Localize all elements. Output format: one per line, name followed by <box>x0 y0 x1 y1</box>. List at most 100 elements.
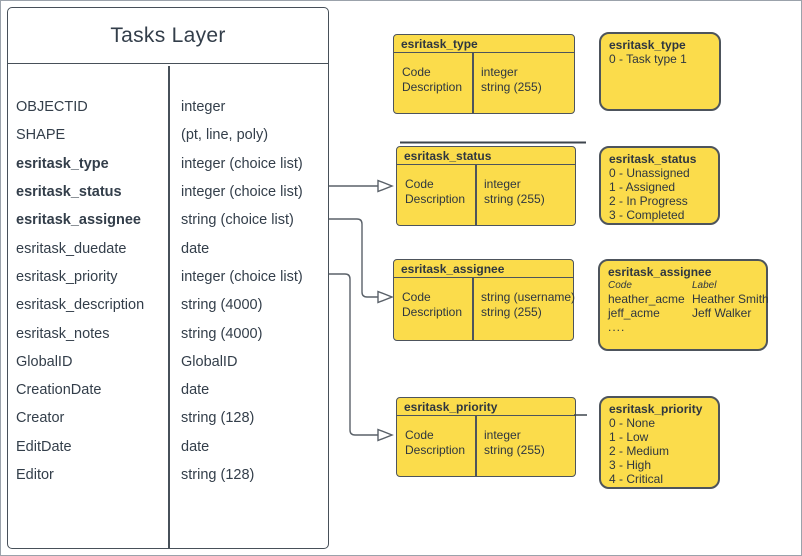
value-line: 1 - Low <box>609 430 649 444</box>
field-name: OBJECTID <box>16 99 88 116</box>
value-line: 0 - Task type 1 <box>609 52 687 66</box>
field-type: integer <box>181 99 226 116</box>
field-type: string (username) <box>481 290 576 304</box>
field-name: Creator <box>16 410 65 427</box>
field-name: EditDate <box>16 438 72 455</box>
value-line: 3 - Completed <box>609 208 685 222</box>
arrowhead-status-icon <box>377 179 394 193</box>
field-type: integer <box>484 177 521 191</box>
field-type: string (255) <box>481 304 542 319</box>
table-row: esritask_description string (4000) <box>8 291 328 319</box>
field-type: string (4000) <box>181 297 263 314</box>
table-row: SHAPE (pt, line, poly) <box>8 121 328 149</box>
field-type: (pt, line, poly) <box>181 127 269 144</box>
tasks-layer-title: Tasks Layer <box>8 8 328 64</box>
column-divider <box>472 53 474 113</box>
assignee-label: Jeff Walker <box>692 306 752 320</box>
value-line: 2 - In Progress <box>609 194 688 208</box>
arrowhead-priority-icon <box>377 428 394 442</box>
table-row: EditDate date <box>8 433 328 461</box>
field-label: Code <box>402 290 431 304</box>
value-list-title: esritask_type <box>609 38 686 52</box>
value-line: 1 - Assigned <box>609 180 676 194</box>
domain-table-esritask-priority: esritask_priority Code Description integ… <box>396 397 576 477</box>
value-line: 0 - Unassigned <box>609 166 690 180</box>
field-label: Code <box>402 65 431 79</box>
field-name: esritask_assignee <box>16 212 141 229</box>
field-name: esritask_duedate <box>16 240 127 257</box>
connector-priority-line <box>329 273 378 436</box>
field-type: string (128) <box>181 467 255 483</box>
field-name: SHAPE <box>16 127 66 144</box>
field-type: integer (choice list) <box>181 155 303 172</box>
domain-table-title: esritask_status <box>397 147 575 165</box>
domain-table-esritask-status: esritask_status Code Description integer… <box>396 146 576 226</box>
field-name: Editor <box>16 467 54 483</box>
table-row: Editor string (128) <box>8 461 328 489</box>
field-name: GlobalID <box>16 353 73 370</box>
table-row: Creator string (128) <box>8 404 328 432</box>
field-type: integer (choice list) <box>181 268 303 285</box>
domain-table-title: esritask_assignee <box>394 260 573 278</box>
field-label: Description <box>405 191 466 206</box>
field-label: Description <box>402 79 463 94</box>
field-type: date <box>181 240 210 257</box>
connector-assignee-line <box>329 218 378 298</box>
field-name: esritask_description <box>16 297 145 314</box>
table-row: esritask_assignee string (choice list) <box>8 206 328 234</box>
field-type: string (128) <box>181 410 255 427</box>
assignee-code: heather_acme <box>608 292 685 306</box>
table-row: esritask_priority integer (choice list) <box>8 263 328 291</box>
tasks-layer-body: OBJECTID integer SHAPE (pt, line, poly) es… <box>8 66 328 548</box>
value-list-title: esritask_assignee <box>608 265 712 279</box>
domain-table-esritask-assignee: esritask_assignee Code Description strin… <box>393 259 576 341</box>
table-row: esritask_notes string (4000) <box>8 319 328 347</box>
value-list-title: esritask_priority <box>609 402 703 416</box>
col-header-code: Code <box>608 280 632 291</box>
field-label: Code <box>405 177 434 191</box>
field-name: esritask_notes <box>16 325 110 342</box>
value-list-esritask-assignee: esritask_assignee Code Label heather_acm… <box>598 259 769 351</box>
tasks-layer-table: Tasks Layer OBJECTID integer SHAPE (pt, li… <box>7 7 329 549</box>
field-type: GlobalID <box>181 353 238 370</box>
arrowhead-assignee-icon <box>377 290 394 304</box>
domain-table-esritask-type: esritask_type Code Description integer s… <box>393 34 575 114</box>
field-name: CreationDate <box>16 382 102 399</box>
column-divider <box>475 165 477 225</box>
field-type: string (4000) <box>181 325 263 342</box>
field-label: Description <box>405 442 466 457</box>
field-type: string (255) <box>484 191 545 206</box>
field-type: date <box>181 438 210 455</box>
table-row: esritask_status integer (choice list) <box>8 178 328 206</box>
field-type: string (255) <box>484 442 545 457</box>
field-type: string (choice list) <box>181 212 294 229</box>
column-divider <box>472 278 474 340</box>
field-label: Description <box>402 304 463 319</box>
col-header-label: Label <box>692 280 717 291</box>
value-list-esritask-priority: esritask_priority 0 - None 1 - Low 2 - M… <box>599 396 720 489</box>
field-name: esritask_status <box>16 184 122 201</box>
field-name: esritask_priority <box>16 268 118 285</box>
field-type: integer <box>481 65 518 79</box>
table-row: GlobalID GlobalID <box>8 348 328 376</box>
table-row: esritask_type integer (choice list) <box>8 150 328 178</box>
table-row: OBJECTID integer <box>8 93 328 121</box>
table-row: CreationDate date <box>8 376 328 404</box>
domain-table-title: esritask_priority <box>397 398 575 416</box>
value-line: 4 - Critical <box>609 472 664 486</box>
value-line: 0 - None <box>609 416 656 430</box>
assignee-code: jeff_acme <box>608 306 660 320</box>
field-type: integer (choice list) <box>181 184 303 201</box>
column-divider <box>475 416 477 476</box>
assignee-label: Heather Smith <box>692 292 769 306</box>
value-line: 3 - High <box>609 458 652 472</box>
domain-table-title: esritask_type <box>394 35 574 53</box>
field-name: esritask_type <box>16 155 109 172</box>
field-label: Code <box>405 428 434 442</box>
column-divider <box>168 66 170 548</box>
field-type: string (255) <box>481 79 542 94</box>
field-type: integer <box>484 428 521 442</box>
value-list-esritask-type: esritask_type 0 - Task type 1 <box>599 32 721 111</box>
table-row: esritask_duedate date <box>8 234 328 262</box>
